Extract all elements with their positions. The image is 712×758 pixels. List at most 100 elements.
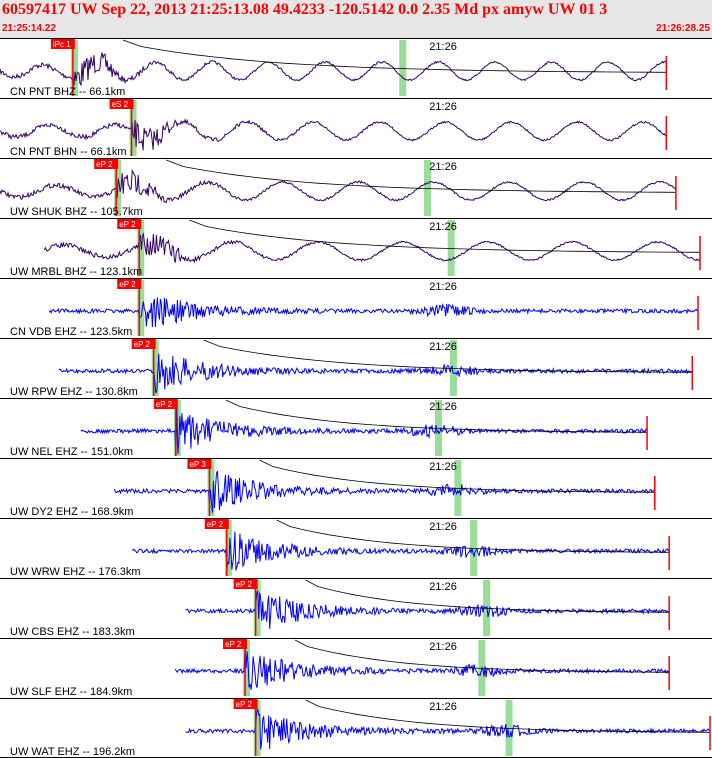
pick-flag [50, 39, 75, 49]
pick-label: eS 2 [112, 100, 129, 109]
seismogram-chart: iPc 1 21:26 CN PNT BHZ -- 66.1km eS 2 21:26 C… [0, 38, 712, 758]
trace-row: eP 2 21:26 UW MRBL BHZ -- 123.1km [0, 218, 712, 278]
minute-tick-label: 21:26 [429, 221, 457, 233]
coda-window [435, 400, 443, 456]
pick-window [253, 580, 261, 636]
pick-flag [233, 699, 258, 709]
pick-flag [117, 219, 142, 229]
trace-row: eP 2 21:26 UW SHUK BHZ -- 105.7km [0, 158, 712, 218]
waveform [185, 708, 711, 750]
coda-curve [166, 159, 676, 193]
waveform [114, 470, 656, 513]
trace-row: iPc 1 21:26 CN PNT BHZ -- 66.1km [0, 38, 712, 98]
pick-label: eP 3 [189, 460, 206, 469]
event-title: 60597417 UW Sep 22, 2013 21:25:13.08 49.… [2, 1, 608, 18]
pick-flag [94, 159, 119, 169]
pick-flag [233, 579, 258, 589]
trace-row: eP 2 21:26 CN VDB EHZ -- 123.5km [0, 278, 712, 338]
pick-window [207, 460, 215, 516]
station-label: UW CBS EHZ -- 183.3km [10, 626, 135, 638]
pick-flag [187, 459, 212, 469]
station-label: UW NEL EHZ -- 151.0km [10, 446, 133, 458]
station-label: UW RPW EHZ -- 130.8km [10, 386, 138, 398]
coda-curve [276, 519, 670, 553]
pick-flag [109, 99, 134, 109]
station-label: CN PNT BHZ -- 66.1km [10, 86, 125, 98]
waveform [43, 233, 701, 264]
waveform [131, 531, 670, 571]
pick-flag [153, 399, 178, 409]
pick-label: eP 2 [119, 220, 136, 229]
pick-flag [223, 639, 248, 649]
station-label: CN PNT BHN -- 66.1km [10, 146, 127, 158]
pick-label: eP 2 [134, 340, 151, 349]
trace-row: eS 2 21:26 CN PNT BHN -- 66.1km [0, 98, 712, 158]
waveform [0, 118, 667, 151]
coda-window [424, 160, 432, 216]
station-label: UW WAT EHZ -- 196.2km [10, 746, 135, 758]
pick-label: eP 2 [96, 160, 113, 169]
minute-tick-label: 21:26 [429, 41, 457, 53]
coda-curve [294, 639, 670, 673]
trace-row: eP 2 21:26 UW SLF EHZ -- 184.9km [0, 638, 712, 698]
waveform [48, 297, 699, 328]
station-label: UW SHUK BHZ -- 105.7km [10, 206, 143, 218]
pick-flag [117, 279, 142, 289]
coda-window [449, 340, 457, 396]
waveform [58, 353, 693, 394]
trace-row: eP 2 21:26 UW RPW EHZ -- 130.8km [0, 338, 712, 398]
coda-curve [225, 399, 648, 433]
pick-window [137, 280, 145, 336]
waveform [0, 168, 677, 204]
coda-window [470, 520, 478, 576]
minute-tick-label: 21:26 [429, 461, 457, 473]
pick-label: eP 2 [207, 520, 224, 529]
minute-tick-label: 21:26 [429, 401, 457, 413]
waveform [174, 647, 670, 690]
pick-window [151, 340, 159, 396]
minute-tick-label: 21:26 [429, 581, 457, 593]
end-time-label: 21:26:28.25 [656, 23, 710, 34]
start-time-label: 21:25:14.22 [2, 23, 56, 34]
pick-window [253, 700, 261, 756]
minute-tick-label: 21:26 [429, 701, 457, 713]
pick-label: eP 2 [156, 400, 173, 409]
pick-label: eP 2 [225, 640, 242, 649]
station-label: UW SLF EHZ -- 184.9km [10, 686, 132, 698]
coda-curve [305, 699, 711, 733]
pick-flag [131, 339, 156, 349]
minute-tick-label: 21:26 [429, 521, 457, 533]
pick-window [224, 520, 232, 576]
coda-window [447, 220, 455, 276]
pick-label: eP 2 [119, 280, 136, 289]
station-label: UW WRW EHZ -- 176.3km [10, 566, 141, 578]
minute-tick-label: 21:26 [429, 281, 457, 293]
pick-window [70, 40, 78, 96]
coda-window [399, 40, 407, 96]
coda-window [454, 460, 462, 516]
record-header: 60597417 UW Sep 22, 2013 21:25:13.08 49.… [0, 0, 712, 38]
minute-tick-label: 21:26 [429, 161, 457, 173]
minute-tick-label: 21:26 [429, 341, 457, 353]
trace-row: eP 3 21:26 UW DY2 EHZ -- 168.9km [0, 458, 712, 518]
station-label: UW MRBL BHZ -- 123.1km [10, 266, 142, 278]
station-label: CN VDB EHZ -- 123.5km [10, 326, 132, 338]
minute-tick-label: 21:26 [429, 101, 457, 113]
pick-label: eP 2 [236, 700, 253, 709]
trace-row: eP 2 21:26 UW WRW EHZ -- 176.3km [0, 518, 712, 578]
coda-curve [122, 39, 667, 73]
pick-flag [204, 519, 229, 529]
station-label: UW DY2 EHZ -- 168.9km [10, 506, 133, 518]
minute-tick-label: 21:26 [429, 641, 457, 653]
coda-window [505, 700, 513, 756]
coda-curve [189, 219, 701, 253]
trace-row: eP 2 21:26 UW CBS EHZ -- 183.3km [0, 578, 712, 638]
coda-curve [305, 579, 670, 613]
coda-curve [203, 339, 693, 373]
pick-label: iPc 1 [53, 40, 71, 49]
pick-window [137, 220, 145, 276]
waveform [0, 52, 667, 87]
trace-row: eP 2 21:26 UW NEL EHZ -- 151.0km [0, 398, 712, 458]
trace-row: eP 2 21:26 UW WAT EHZ -- 196.2km [0, 698, 712, 758]
pick-label: eP 2 [236, 580, 253, 589]
